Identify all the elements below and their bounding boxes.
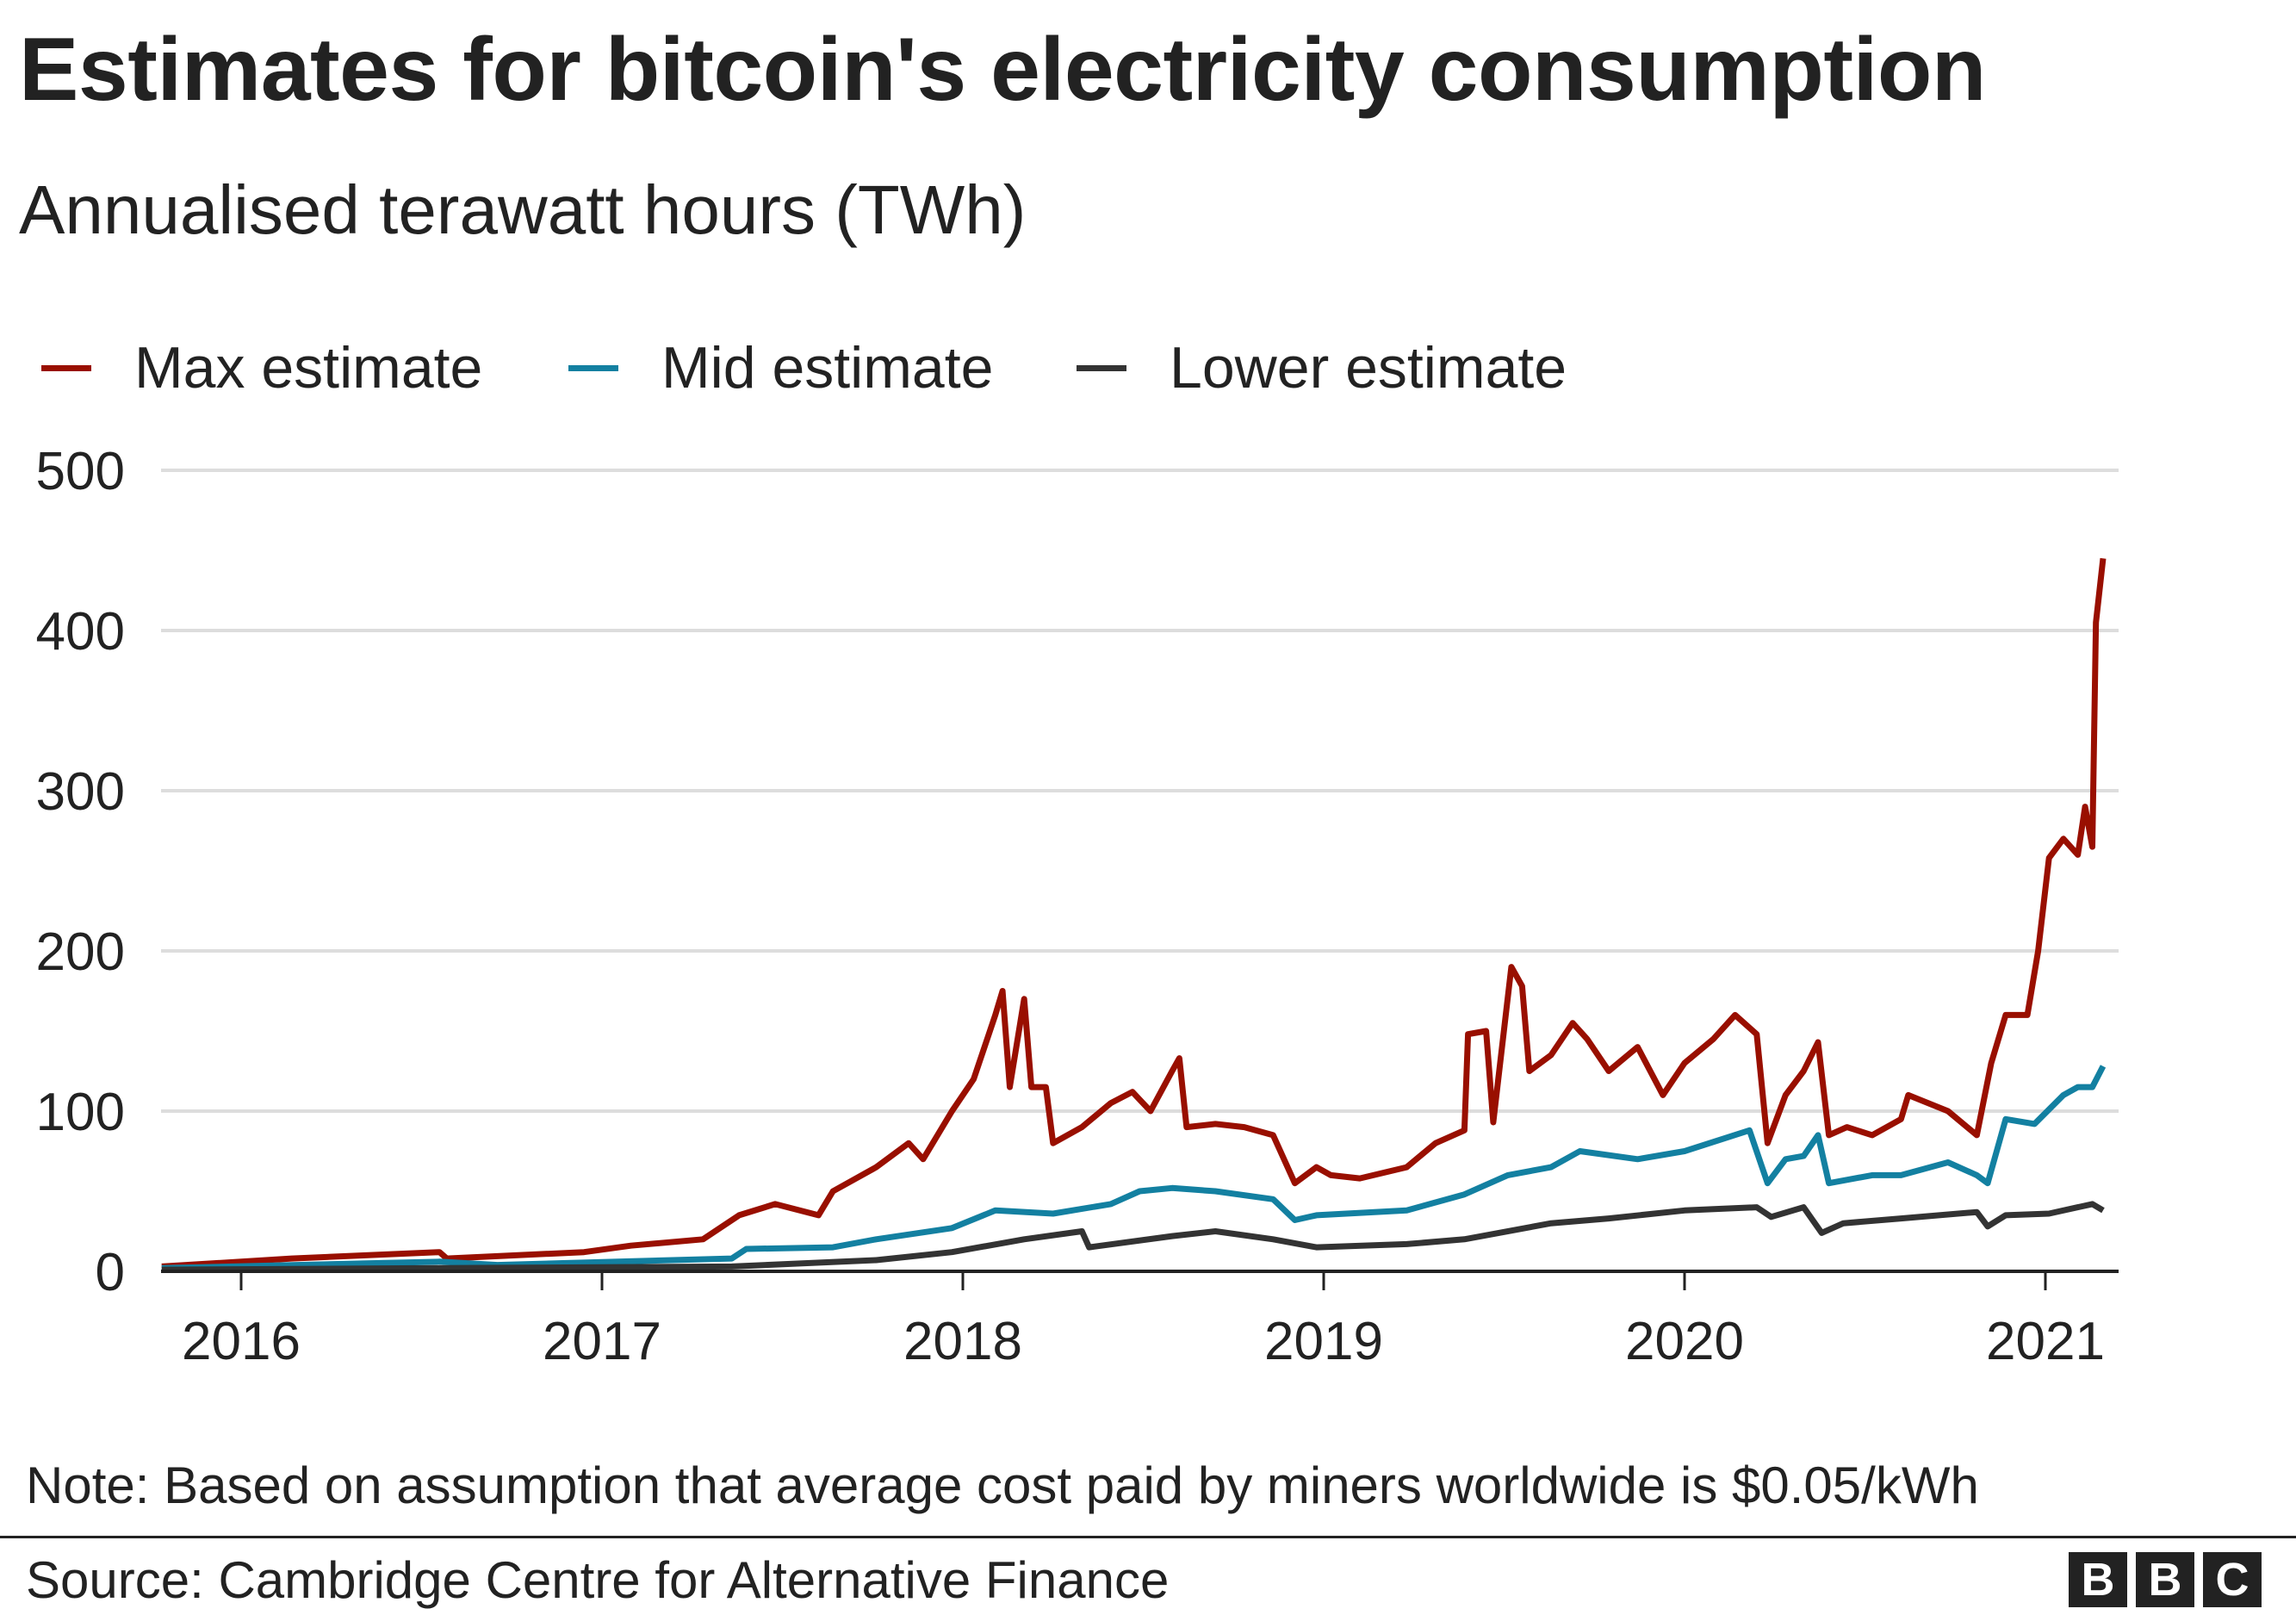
- legend-item-lower: Lower estimate: [1077, 334, 1567, 401]
- footer-divider: [0, 1536, 2296, 1538]
- x-tick-label: 2016: [182, 1312, 301, 1371]
- bbc-logo-letter: B: [2136, 1552, 2194, 1607]
- y-tick-label: 100: [36, 1083, 125, 1142]
- legend-swatch-mid: [568, 364, 618, 371]
- legend-swatch-max: [41, 364, 91, 371]
- series-line-max: [161, 557, 2107, 1270]
- x-tick-label: 2021: [1986, 1312, 2105, 1371]
- legend-item-max: Max estimate: [41, 334, 482, 401]
- legend-item-mid: Mid estimate: [568, 334, 993, 401]
- legend-swatch-lower: [1077, 364, 1126, 371]
- chart-note: Note: Based on assumption that average c…: [26, 1457, 1979, 1514]
- y-tick-label: 200: [36, 922, 125, 982]
- chart-title: Estimates for bitcoin's electricity cons…: [19, 20, 1986, 120]
- x-tick-label: 2017: [543, 1312, 661, 1371]
- chart-source: Source: Cambridge Centre for Alternative…: [26, 1551, 1170, 1609]
- y-tick-label: 300: [36, 762, 125, 822]
- legend-label-mid: Mid estimate: [661, 335, 994, 401]
- x-tick-label: 2019: [1264, 1312, 1383, 1371]
- bbc-logo-letter: B: [2069, 1552, 2127, 1607]
- y-tick-label: 500: [36, 442, 125, 501]
- series-line-mid: [161, 1065, 2107, 1271]
- y-tick-label: 400: [36, 602, 125, 662]
- bbc-logo-letter: C: [2203, 1552, 2262, 1607]
- legend-label-max: Max estimate: [134, 335, 483, 401]
- series-line-lower: [161, 1201, 2105, 1273]
- chart-subtitle: Annualised terawatt hours (TWh): [19, 171, 1027, 248]
- x-tick-label: 2020: [1625, 1312, 1744, 1371]
- x-tick-label: 2018: [903, 1312, 1022, 1371]
- y-tick-label: 0: [96, 1243, 125, 1302]
- bbc-logo: B B C: [2069, 1552, 2262, 1607]
- legend-label-lower: Lower estimate: [1170, 335, 1567, 401]
